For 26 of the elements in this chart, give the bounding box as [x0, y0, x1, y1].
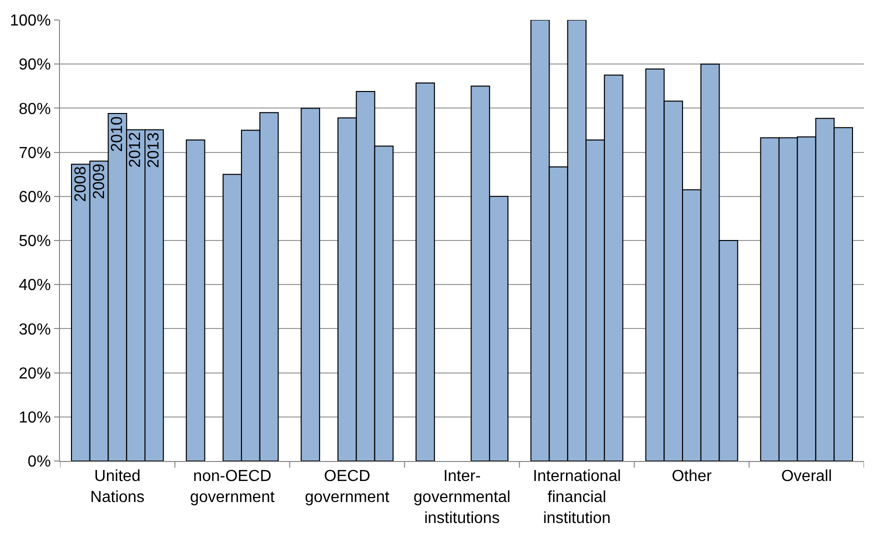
x-tick-label: Inter-governmental institutions — [414, 468, 510, 527]
y-tick-label: 20% — [18, 365, 51, 382]
y-tick-label: 60% — [18, 189, 51, 206]
x-tick-label: Overall — [781, 468, 832, 486]
y-tick-label: 50% — [18, 233, 51, 250]
series-label: 2009 — [90, 163, 108, 200]
y-tick-label: 10% — [18, 410, 51, 426]
y-tick-label: 90% — [18, 56, 51, 74]
series-label: 2010 — [108, 116, 126, 152]
x-tick-label: United Nations — [90, 468, 145, 506]
y-tick-label: 80% — [18, 100, 51, 118]
y-tick-label: 30% — [18, 321, 51, 338]
series-label: 2012 — [127, 132, 144, 168]
bar — [416, 82, 435, 461]
y-tick-label: 100% — [10, 12, 51, 30]
series-label: 2013 — [145, 132, 162, 168]
bar — [300, 108, 320, 461]
x-tick-label: International financial institution — [532, 468, 621, 527]
y-tick-label: 40% — [18, 277, 51, 294]
x-tick-label: Other — [672, 468, 712, 486]
bar — [186, 139, 206, 461]
y-tick-label: 0% — [28, 454, 51, 471]
x-tick-label: non-OECD government — [190, 468, 276, 506]
x-tick-label: OECD government — [304, 468, 390, 506]
series-label: 2008 — [72, 166, 90, 202]
y-tick-label: 70% — [18, 144, 51, 162]
